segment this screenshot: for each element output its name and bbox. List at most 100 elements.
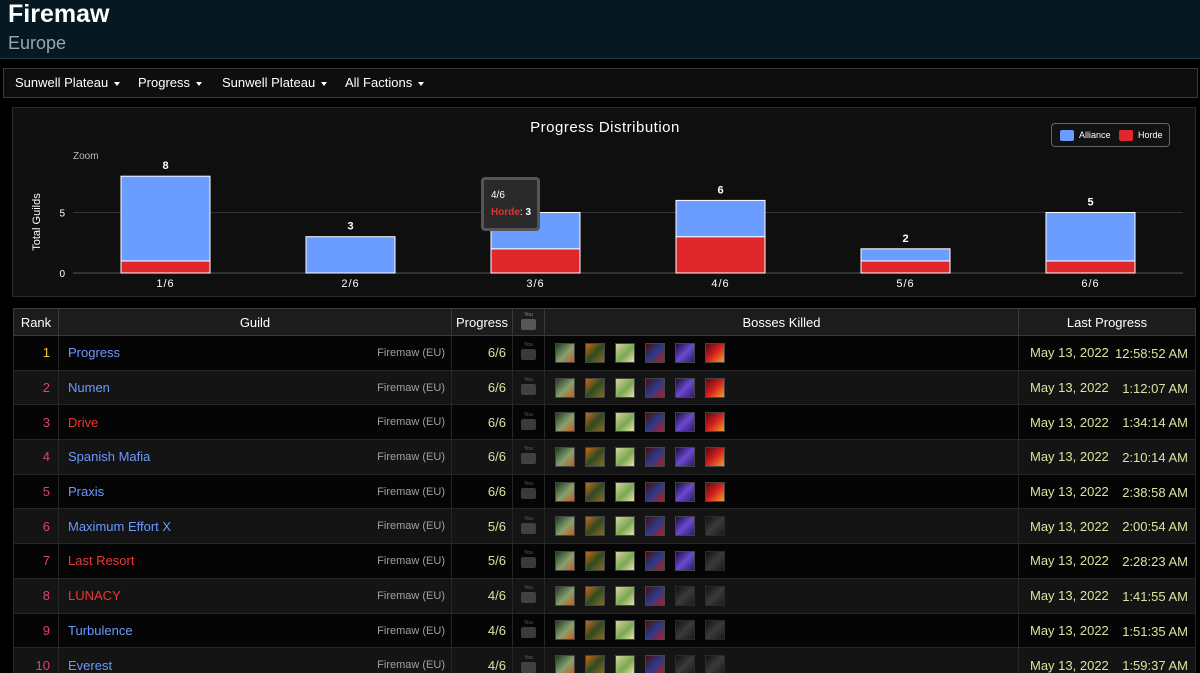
- boss-portrait-icon[interactable]: [645, 342, 665, 363]
- boss-portrait-icon[interactable]: [615, 412, 635, 433]
- raid-dropdown[interactable]: Sunwell Plateau: [15, 69, 121, 97]
- guild-realm[interactable]: Firemaw (EU): [377, 520, 445, 533]
- guild-link[interactable]: Progress: [68, 345, 121, 361]
- guild-realm[interactable]: Firemaw (EU): [377, 659, 445, 672]
- youtube-icon[interactable]: You: [521, 585, 536, 604]
- boss-portrait-icon[interactable]: [585, 585, 605, 606]
- youtube-icon[interactable]: You: [521, 412, 536, 430]
- boss-portrait-icon[interactable]: [705, 412, 725, 433]
- boss-portrait-icon[interactable]: [645, 550, 665, 571]
- boss-portrait-icon[interactable]: [555, 516, 575, 537]
- boss-portrait-icon[interactable]: [615, 516, 635, 537]
- boss-portrait-icon[interactable]: [585, 620, 605, 641]
- guild-realm[interactable]: Firemaw (EU): [377, 347, 445, 359]
- boss-portrait-icon[interactable]: [675, 412, 695, 433]
- zoom-button[interactable]: Zoom: [73, 151, 99, 162]
- boss-portrait-icon[interactable]: [555, 412, 575, 433]
- boss-portrait-icon[interactable]: [675, 342, 695, 363]
- boss-portrait-icon[interactable]: [615, 620, 635, 641]
- zone-dropdown[interactable]: Sunwell Plateau: [222, 69, 328, 97]
- boss-portrait-icon[interactable]: [675, 620, 695, 641]
- boss-portrait-icon[interactable]: [585, 342, 605, 363]
- guild-link[interactable]: Last Resort: [68, 553, 135, 569]
- boss-portrait-icon[interactable]: [705, 446, 725, 467]
- boss-portrait-icon[interactable]: [555, 342, 575, 363]
- boss-portrait-icon[interactable]: [705, 377, 725, 398]
- boss-portrait-icon[interactable]: [585, 446, 605, 467]
- guild-realm[interactable]: Firemaw (EU): [377, 416, 445, 429]
- guild-realm[interactable]: Firemaw (EU): [377, 381, 445, 394]
- boss-portrait-icon[interactable]: [615, 377, 635, 398]
- bosses-column-header[interactable]: Bosses Killed: [544, 308, 1019, 336]
- boss-portrait-icon[interactable]: [555, 377, 575, 398]
- boss-portrait-icon[interactable]: [585, 481, 605, 502]
- youtube-icon[interactable]: You: [521, 481, 536, 500]
- boss-portrait-icon[interactable]: [555, 620, 575, 641]
- boss-portrait-icon[interactable]: [675, 446, 695, 467]
- boss-portrait-icon[interactable]: [585, 655, 605, 673]
- youtube-icon[interactable]: You: [521, 620, 536, 638]
- guild-realm[interactable]: Firemaw (EU): [377, 624, 445, 637]
- guild-link[interactable]: Turbulence: [68, 622, 133, 638]
- guild-realm[interactable]: Firemaw (EU): [377, 451, 445, 464]
- faction-dropdown[interactable]: All Factions: [345, 69, 425, 97]
- boss-portrait-icon[interactable]: [705, 620, 725, 641]
- guild-link[interactable]: Numen: [68, 380, 110, 396]
- guild-link[interactable]: Praxis: [68, 484, 105, 500]
- boss-portrait-icon[interactable]: [675, 550, 695, 571]
- youtube-icon[interactable]: You: [521, 550, 536, 569]
- boss-portrait-icon[interactable]: [615, 655, 635, 673]
- boss-portrait-icon[interactable]: [675, 481, 695, 502]
- legend-label-alliance[interactable]: Alliance: [1079, 130, 1111, 140]
- boss-portrait-icon[interactable]: [585, 377, 605, 398]
- progress-column-header[interactable]: Progress: [451, 308, 513, 336]
- guild-link[interactable]: Spanish Mafia: [68, 449, 151, 465]
- boss-portrait-icon[interactable]: [645, 516, 665, 537]
- boss-portrait-icon[interactable]: [705, 655, 725, 673]
- boss-portrait-icon[interactable]: [645, 655, 665, 673]
- youtube-icon[interactable]: You: [521, 342, 536, 361]
- boss-portrait-icon[interactable]: [675, 585, 695, 606]
- last-progress-column-header[interactable]: Last Progress: [1018, 308, 1196, 336]
- rank-column-header[interactable]: Rank: [13, 308, 59, 336]
- boss-portrait-icon[interactable]: [645, 412, 665, 433]
- boss-portrait-icon[interactable]: [675, 516, 695, 537]
- boss-portrait-icon[interactable]: [585, 516, 605, 537]
- boss-portrait-icon[interactable]: [705, 585, 725, 606]
- boss-portrait-icon[interactable]: [555, 481, 575, 502]
- boss-portrait-icon[interactable]: [705, 550, 725, 571]
- guild-link[interactable]: Everest: [68, 657, 113, 673]
- youtube-icon[interactable]: You: [521, 516, 536, 534]
- guild-link[interactable]: Drive: [68, 414, 99, 430]
- mode-dropdown[interactable]: Progress: [138, 69, 203, 97]
- guild-realm[interactable]: Firemaw (EU): [377, 589, 445, 602]
- boss-portrait-icon[interactable]: [645, 585, 665, 606]
- boss-portrait-icon[interactable]: [615, 585, 635, 606]
- boss-portrait-icon[interactable]: [675, 377, 695, 398]
- boss-portrait-icon[interactable]: [705, 516, 725, 537]
- boss-portrait-icon[interactable]: [555, 655, 575, 673]
- legend-label-horde[interactable]: Horde: [1138, 130, 1163, 140]
- boss-portrait-icon[interactable]: [645, 377, 665, 398]
- guild-column-header[interactable]: Guild: [58, 308, 452, 336]
- guild-link[interactable]: Maximum Effort X: [68, 518, 172, 534]
- boss-portrait-icon[interactable]: [615, 446, 635, 467]
- boss-portrait-icon[interactable]: [555, 585, 575, 606]
- boss-portrait-icon[interactable]: [705, 342, 725, 363]
- boss-portrait-icon[interactable]: [675, 655, 695, 673]
- boss-portrait-icon[interactable]: [645, 620, 665, 641]
- boss-portrait-icon[interactable]: [585, 550, 605, 571]
- boss-portrait-icon[interactable]: [555, 550, 575, 571]
- boss-portrait-icon[interactable]: [585, 412, 605, 433]
- youtube-icon[interactable]: You: [521, 655, 536, 673]
- boss-portrait-icon[interactable]: [705, 481, 725, 502]
- boss-portrait-icon[interactable]: [645, 446, 665, 467]
- boss-portrait-icon[interactable]: [555, 446, 575, 467]
- boss-portrait-icon[interactable]: [615, 342, 635, 363]
- boss-portrait-icon[interactable]: [615, 550, 635, 571]
- guild-realm[interactable]: Firemaw (EU): [377, 555, 445, 568]
- guild-realm[interactable]: Firemaw (EU): [377, 485, 445, 498]
- youtube-icon[interactable]: You: [521, 446, 536, 465]
- boss-portrait-icon[interactable]: [615, 481, 635, 502]
- boss-portrait-icon[interactable]: [645, 481, 665, 502]
